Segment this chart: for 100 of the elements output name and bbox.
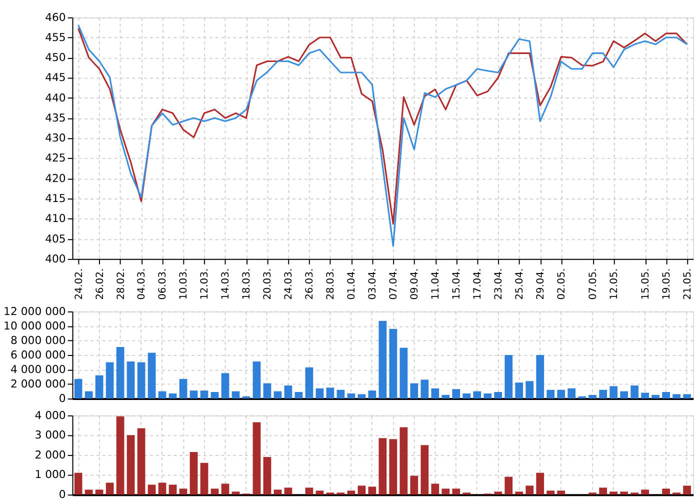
bar bbox=[368, 486, 376, 495]
bar bbox=[358, 394, 366, 399]
x-tick-label: 11.04. bbox=[430, 268, 442, 300]
x-tick-label: 23.04. bbox=[494, 268, 505, 300]
bar bbox=[232, 391, 240, 399]
x-tick-label: 10.03. bbox=[178, 268, 190, 300]
bar bbox=[462, 393, 471, 399]
bar bbox=[378, 438, 387, 495]
bar bbox=[557, 390, 566, 399]
x-tick-label: 03.04. bbox=[368, 268, 379, 300]
bar bbox=[347, 490, 356, 495]
x-tick-label: 26.02. bbox=[94, 268, 106, 300]
bar bbox=[442, 488, 450, 495]
bar bbox=[484, 393, 492, 399]
bar bbox=[336, 390, 345, 399]
bar bbox=[546, 390, 555, 399]
bar bbox=[431, 484, 440, 495]
bar bbox=[106, 362, 114, 399]
bar bbox=[557, 490, 566, 495]
bar bbox=[515, 492, 524, 495]
x-tick-label: 12.03. bbox=[200, 268, 211, 300]
bar bbox=[599, 390, 608, 399]
bar bbox=[599, 488, 608, 495]
bar bbox=[74, 378, 82, 399]
bar bbox=[252, 362, 261, 399]
x-tick-label: 15.05. bbox=[640, 268, 652, 300]
bar bbox=[546, 490, 555, 495]
y-tick-label: 440 bbox=[45, 91, 66, 104]
x-tick-label: 07.05. bbox=[588, 268, 600, 300]
bar bbox=[284, 385, 292, 399]
x-tick-label: 21.05. bbox=[682, 268, 694, 300]
bar bbox=[200, 462, 208, 495]
bar bbox=[305, 488, 314, 495]
bar bbox=[610, 492, 618, 495]
bar bbox=[294, 392, 303, 399]
y-tick-label: 435 bbox=[45, 111, 66, 124]
bar bbox=[347, 393, 356, 399]
bar bbox=[168, 393, 177, 399]
bar bbox=[431, 388, 440, 399]
y-tick-label: 455 bbox=[45, 30, 66, 44]
bar bbox=[662, 488, 670, 495]
bar bbox=[504, 476, 513, 495]
bar bbox=[263, 383, 272, 399]
x-tick-label: 15.04. bbox=[452, 268, 463, 300]
bar bbox=[210, 488, 219, 495]
bar bbox=[473, 391, 482, 399]
x-tick-label: 19.05. bbox=[662, 268, 673, 300]
bar bbox=[190, 390, 198, 399]
bar bbox=[116, 346, 124, 399]
bar bbox=[200, 390, 208, 399]
x-tick-label: 24.02. bbox=[74, 268, 85, 300]
bar bbox=[179, 488, 188, 495]
bar bbox=[190, 452, 198, 495]
bar bbox=[305, 367, 314, 399]
bar bbox=[84, 490, 93, 495]
bar bbox=[358, 486, 366, 495]
bar bbox=[452, 488, 460, 495]
bar bbox=[610, 386, 618, 399]
bar bbox=[137, 428, 146, 495]
x-tick-label: 06.03. bbox=[158, 268, 169, 300]
x-tick-label: 25.04. bbox=[514, 268, 526, 300]
bar bbox=[536, 472, 544, 495]
y-tick-label: 415 bbox=[45, 192, 66, 206]
x-tick-label: 28.02. bbox=[116, 268, 127, 300]
bar bbox=[368, 390, 376, 399]
y-tick-label: 0 bbox=[58, 488, 66, 500]
x-tick-label: 17.04. bbox=[472, 268, 484, 300]
bar bbox=[588, 394, 597, 399]
y-tick-label: 430 bbox=[45, 132, 66, 145]
bar bbox=[683, 486, 691, 495]
bar bbox=[274, 391, 282, 399]
bar bbox=[316, 388, 324, 399]
bar bbox=[95, 375, 104, 399]
bar bbox=[494, 492, 502, 495]
x-tick-label: 28.03. bbox=[326, 268, 337, 300]
y-tick-label: 420 bbox=[45, 172, 66, 185]
bar bbox=[378, 320, 387, 399]
bar bbox=[620, 492, 628, 495]
bar bbox=[410, 383, 418, 399]
y-tick-label: 10 000 000 bbox=[4, 319, 66, 332]
y-tick-label: 3 000 bbox=[34, 428, 66, 442]
bar bbox=[326, 388, 334, 399]
bar bbox=[106, 482, 114, 495]
x-tick-label: 14.03. bbox=[220, 268, 232, 300]
y-tick-label: 450 bbox=[45, 51, 66, 64]
bar bbox=[221, 484, 230, 495]
bar bbox=[452, 389, 460, 399]
bar bbox=[641, 490, 649, 495]
bar bbox=[536, 354, 544, 399]
bar bbox=[672, 394, 680, 399]
x-tick-label: 26.03. bbox=[304, 268, 316, 300]
bar bbox=[652, 394, 660, 399]
y-tick-label: 400 bbox=[45, 252, 66, 266]
y-tick-label: 445 bbox=[45, 71, 66, 84]
bar bbox=[504, 354, 513, 399]
bar bbox=[316, 490, 324, 495]
bar bbox=[74, 472, 82, 495]
y-tick-label: 4 000 bbox=[34, 408, 66, 422]
x-tick-label: 18.03. bbox=[242, 268, 253, 300]
y-tick-label: 405 bbox=[45, 232, 66, 246]
